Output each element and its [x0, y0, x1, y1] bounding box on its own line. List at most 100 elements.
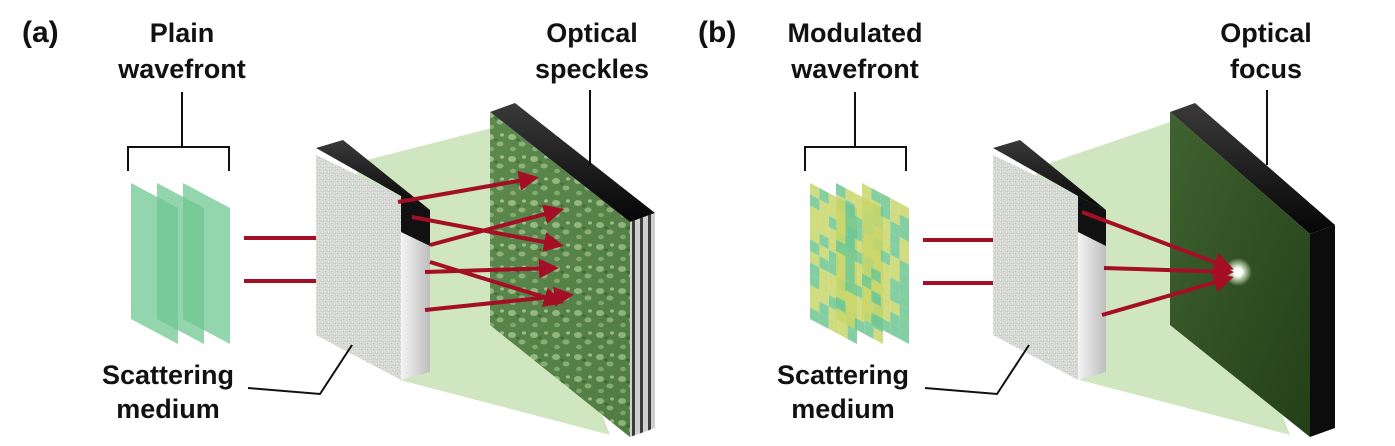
- wavefront-cell: [828, 317, 839, 334]
- wavefront-cell: [828, 249, 839, 266]
- wavefront-cell: [845, 256, 855, 273]
- scattering-medium-label-line1: Scattering: [777, 360, 909, 390]
- optical-focus-label-line1: Optical: [1220, 18, 1312, 48]
- wavefront-cell: [836, 183, 846, 200]
- wavefront-cell: [854, 215, 865, 232]
- modulated-wavefront-plates-icon: [810, 183, 909, 344]
- wavefront-cell: [810, 239, 820, 256]
- wavefront-cell: [890, 300, 900, 317]
- wavefront-cell: [862, 296, 872, 313]
- wavefront-cell: [871, 312, 881, 329]
- wavefront-cell: [862, 273, 872, 290]
- wavefront-cell: [836, 217, 846, 234]
- arrow-icon: [1101, 272, 1234, 317]
- wavefront-cell: [871, 222, 881, 239]
- wavefront-cell: [862, 217, 872, 234]
- wavefront-cell: [899, 214, 909, 231]
- arrow-icon: [429, 260, 564, 307]
- wavefront-cell: [810, 285, 820, 302]
- wavefront-cell: [899, 327, 909, 344]
- optical-speckles-label-line1: Optical: [546, 18, 638, 48]
- medium-pointer: [924, 344, 1030, 396]
- wavefront-cell: [880, 283, 891, 300]
- wavefront-bracket: [127, 92, 230, 171]
- wavefront-cell: [862, 262, 872, 279]
- wavefront-cell: [871, 301, 881, 318]
- arrow-icon: [1081, 210, 1234, 272]
- wavefront-cell: [899, 271, 909, 288]
- wavefront-cell: [890, 311, 900, 328]
- wavefront-cell: [847, 327, 857, 344]
- wavefront-cell: [899, 259, 909, 276]
- wavefront-cell: [854, 295, 865, 312]
- wavefront-cell: [890, 254, 900, 271]
- scattering-medium-label-line2: medium: [791, 394, 895, 424]
- wavefront-cell: [890, 198, 900, 215]
- wavefront-cell: [836, 239, 846, 256]
- wavefront-cell: [899, 248, 909, 265]
- wavefront-cell: [838, 322, 848, 339]
- wavefront-cell: [871, 210, 881, 227]
- wavefront-cell: [836, 228, 846, 245]
- plain-wavefront-plates-icon: [131, 183, 230, 344]
- wavefront-cell: [810, 307, 820, 324]
- wavefront-cell: [880, 249, 891, 266]
- focus-screen-icon: [1170, 103, 1335, 437]
- wavefront-cell: [880, 227, 891, 244]
- scattered-arrows: [397, 170, 574, 312]
- wavefront-cell: [862, 285, 872, 302]
- wavefront-cell: [854, 238, 865, 255]
- wavefront-cell: [854, 204, 865, 221]
- wavefront-cell: [880, 272, 891, 289]
- wavefront-cell: [871, 290, 881, 307]
- wavefront-cell: [880, 295, 891, 312]
- wavefront-cell: [862, 194, 872, 211]
- wavefront-cell: [819, 210, 829, 227]
- panel-a: (a) Plain wavefront: [22, 16, 655, 437]
- arrow-icon: [429, 204, 564, 247]
- wavefront-cell: [880, 306, 891, 323]
- wavefront-cell: [828, 215, 839, 232]
- wavefront-cell: [836, 262, 846, 279]
- wavefront-cell: [845, 267, 855, 284]
- wavefront-bracket: [804, 92, 907, 171]
- speckle-screen-icon: [490, 103, 655, 437]
- wavefront-cell: [871, 267, 881, 284]
- wavefront-cell: [862, 228, 872, 245]
- wavefront-cell: [836, 273, 846, 290]
- wavefront-cell: [836, 251, 846, 268]
- wavefront-cell: [890, 322, 900, 339]
- wavefront-cell: [854, 317, 865, 334]
- arrow-icon: [1103, 261, 1234, 282]
- wavefront-cell: [819, 267, 829, 284]
- wavefront-cell: [819, 312, 829, 329]
- wavefront-cell: [819, 244, 829, 261]
- plain-wavefront-label-line2: wavefront: [117, 54, 246, 84]
- wavefront-cell: [899, 316, 909, 333]
- wavefront-cell: [810, 273, 820, 290]
- wavefront-cell: [854, 261, 865, 278]
- focus-spot-core: [1233, 267, 1243, 277]
- optical-speckles-label-line2: speckles: [535, 54, 649, 84]
- wavefront-cell: [880, 204, 891, 221]
- wavefront-cell: [828, 193, 839, 210]
- wavefront-cell: [890, 209, 900, 226]
- wavefront-cell: [890, 266, 900, 283]
- wavefront-cell: [828, 295, 839, 312]
- wavefront-cell: [890, 243, 900, 260]
- wavefront-cell: [845, 290, 855, 307]
- wavefront-cell: [819, 188, 829, 205]
- scattering-medium-label-line1: Scattering: [102, 360, 234, 390]
- wavefront-cell: [828, 272, 839, 289]
- wavefront-cell: [880, 238, 891, 255]
- wavefront-cell: [828, 283, 839, 300]
- wavefront-cell: [836, 194, 846, 211]
- wavefront-cell: [871, 256, 881, 273]
- wavefront-cell: [810, 183, 820, 200]
- arrow-icon: [424, 258, 559, 279]
- wavefront-cell: [819, 256, 829, 273]
- wavefront-cell: [819, 290, 829, 307]
- wavefront-cell: [880, 193, 891, 210]
- wavefront-cell: [890, 277, 900, 294]
